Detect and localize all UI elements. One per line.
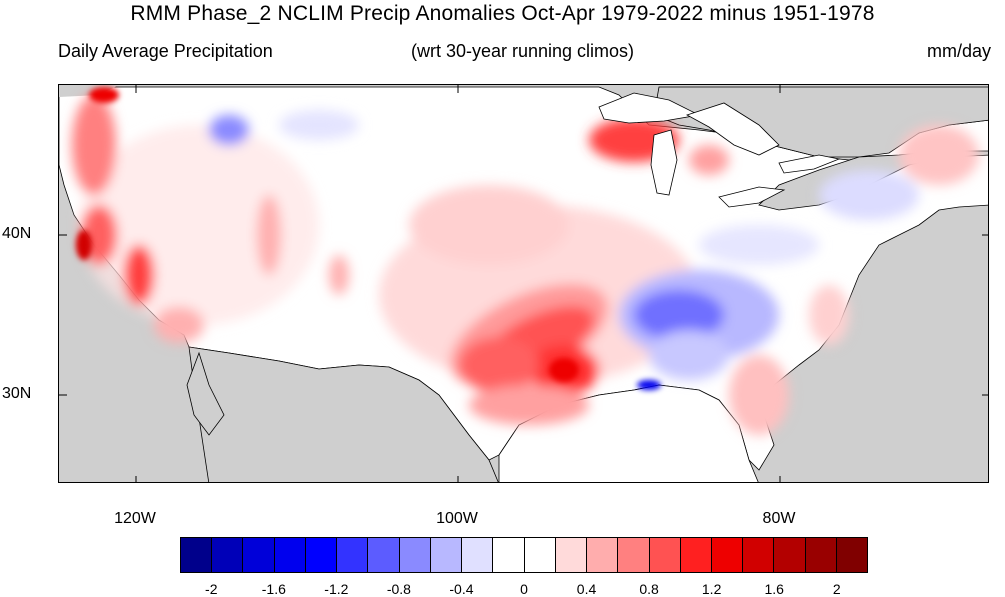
colorbar-swatch (399, 538, 431, 572)
colorbar-swatch (618, 538, 650, 572)
lon-label-80w: 80W (762, 510, 796, 527)
colorbar-tick-label: 1.2 (701, 581, 722, 597)
colorbar-swatch (774, 538, 806, 572)
colorbar-swatch (493, 538, 525, 572)
colorbar-swatch (649, 538, 681, 572)
colorbar-swatch (305, 538, 338, 572)
canada-landmass (653, 86, 988, 158)
great-lakes (598, 92, 841, 208)
colorbar-tick-label: 2 (832, 581, 841, 597)
lat-label-30n: 30N (2, 385, 32, 402)
anomaly-extremes (76, 87, 661, 390)
colorbar-tick-label: 0.4 (576, 581, 597, 597)
colorbar-swatch (462, 538, 494, 572)
colorbar-tick-label: -1.6 (261, 581, 286, 597)
subtitle-units: mm/day (926, 41, 991, 61)
colorbar-swatch (587, 538, 619, 572)
baja-peninsula (186, 351, 225, 436)
colorbar-swatch (337, 538, 369, 572)
colorbar-swatch (274, 538, 306, 572)
inner-ticks (59, 85, 988, 482)
colorbar-tick-label: -0.8 (386, 581, 411, 597)
colorbar-tick-label: 0 (520, 581, 528, 597)
colorbar-tick-label: 1.6 (764, 581, 784, 597)
lon-label-100w: 100W (436, 510, 478, 527)
colorbar-swatch (805, 538, 837, 572)
colorbar-swatch (711, 538, 744, 572)
map-title: RMM Phase_2 NCLIM Precip Anomalies Oct-A… (130, 2, 875, 25)
lon-label-120w: 120W (114, 510, 156, 527)
mexico-landmass (188, 346, 499, 482)
colorbar-tick-label: -0.4 (449, 581, 474, 597)
colorbar-swatch (368, 538, 400, 572)
colorbar-tick-label: 0.8 (639, 581, 659, 597)
colorbar-swatch (555, 538, 588, 572)
precip-anomaly-map (58, 84, 989, 483)
colorbar-swatch (680, 538, 712, 572)
colorbar-swatch (743, 538, 775, 572)
colorbar-swatch (836, 538, 868, 572)
colorbar-tick-label: -2 (205, 581, 218, 597)
colorbar (180, 537, 868, 573)
colorbar-tick-label: -1.2 (324, 581, 349, 597)
colorbar-swatch (212, 538, 244, 572)
colorbar-swatch (430, 538, 463, 572)
subtitle-variable: Daily Average Precipitation (58, 41, 273, 61)
colorbar-swatch (181, 538, 213, 572)
colorbar-swatch (243, 538, 275, 572)
subtitle-reference: (wrt 30-year running climos) (410, 41, 635, 61)
colorbar-swatch (524, 538, 556, 572)
lat-label-40n: 40N (2, 225, 32, 242)
